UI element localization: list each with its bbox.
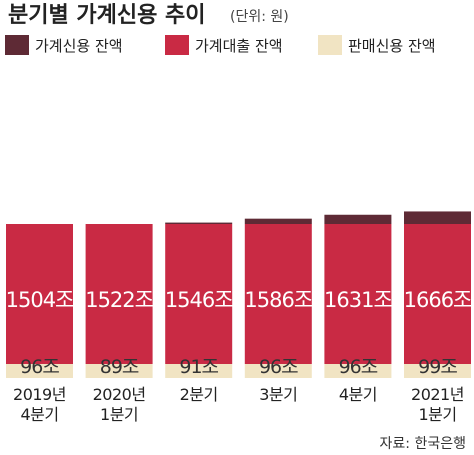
x-axis-ticks: 2019년 4분기 2020년 1분기 2분기 3분기 4분기 2021년 1분기 [13, 385, 464, 424]
data-label-household-loans: 1522조 [85, 288, 153, 312]
legend-label-household-credit: 가계신용 잔액 [35, 37, 123, 55]
bar-household-loans [324, 224, 392, 364]
data-label-sales-credit: 91조 [179, 356, 218, 378]
data-label-household-credit: 1682조 [244, 147, 312, 171]
legend-label-sales-credit: 판매신용 잔액 [348, 37, 436, 55]
bar-sales-credit [6, 364, 73, 378]
data-label-sales-credit: 89조 [100, 356, 139, 378]
bar-sales-credit [324, 364, 392, 378]
legend: 가계신용 잔액 가계대출 잔액 판매신용 잔액 [5, 35, 436, 55]
data-label-sales-credit: 96조 [339, 356, 378, 378]
data-label-household-credit: 1727조 [324, 147, 392, 171]
data-label-household-loans: 1631조 [324, 288, 392, 312]
bar-household-loans [165, 224, 233, 364]
bar-household-loans [244, 224, 312, 364]
bar-household-loans [85, 224, 153, 364]
data-label-household-credit: 1611조 [85, 147, 153, 171]
data-label-sales-credit: 96조 [259, 356, 298, 378]
data-label-household-credit: 1765조 [404, 147, 472, 171]
data-label-sales-credit: 96조 [20, 356, 59, 378]
bar-sales-credit [244, 364, 312, 378]
bar-household-credit [244, 218, 312, 224]
legend-swatch-household-credit [5, 35, 29, 55]
source-note: 자료: 한국은행 [380, 436, 466, 452]
bars: 1600조 1504조 96조 1611조 1522조 89조 1637조 1546조 91조 1… [6, 147, 473, 378]
data-label-sales-credit: 99조 [418, 356, 457, 378]
data-label-household-credit: 1600조 [6, 147, 74, 171]
legend-swatch-household-loans [165, 35, 189, 55]
bar-household-loans [6, 224, 73, 364]
data-label-household-loans: 1546조 [165, 288, 233, 312]
bar-sales-credit [165, 364, 233, 378]
x-tick-label: 4분기 [339, 385, 377, 404]
bar-household-credit [404, 211, 471, 224]
legend-swatch-sales-credit [318, 35, 342, 55]
legend-label-household-loans: 가계대출 잔액 [195, 37, 283, 55]
x-tick-label: 2020년 1분기 [93, 385, 146, 424]
data-label-household-loans: 1504조 [6, 288, 74, 312]
x-tick-label: 2019년 4분기 [13, 385, 66, 424]
x-tick-label: 3분기 [259, 385, 297, 404]
x-tick-label: 2분기 [180, 385, 218, 404]
bar-household-credit [165, 222, 233, 224]
bar-sales-credit [404, 364, 471, 378]
bar-household-credit [324, 214, 392, 224]
data-label-household-loans: 1666조 [404, 288, 472, 312]
data-label-household-credit: 1637조 [165, 147, 233, 171]
unit-note: (단위: 원) [230, 9, 289, 25]
bar-sales-credit [85, 364, 153, 378]
bar-household-loans [404, 224, 471, 364]
data-label-household-loans: 1586조 [244, 288, 312, 312]
x-tick-label: 2021년 1분기 [411, 385, 464, 424]
chart-title: 분기별 가계신용 추이 [8, 3, 205, 28]
